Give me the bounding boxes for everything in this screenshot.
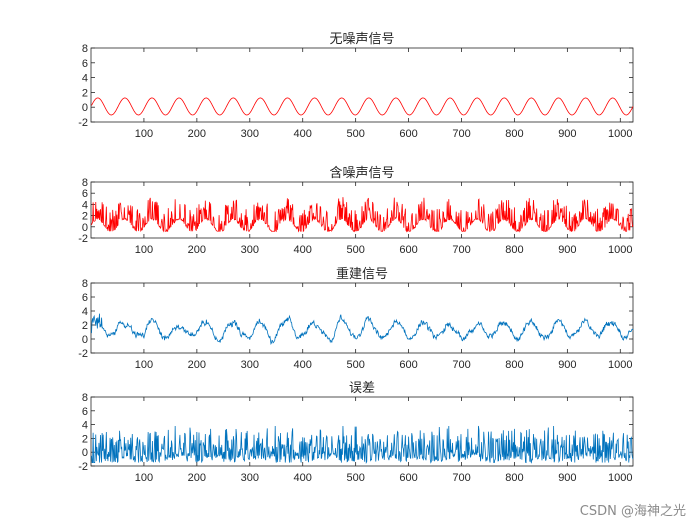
x-tick-label: 400 xyxy=(294,244,312,256)
x-tick-label: 200 xyxy=(188,472,206,484)
x-tick-label: 600 xyxy=(399,128,417,140)
subplot-title: 重建信号 xyxy=(336,266,388,282)
x-tick-label: 300 xyxy=(241,359,259,371)
x-tick-label: 900 xyxy=(558,244,576,256)
x-tick-label: 100 xyxy=(135,359,153,371)
x-tick-label: 700 xyxy=(452,359,470,371)
x-tick-label: 200 xyxy=(188,128,206,140)
y-tick-label: 0 xyxy=(82,222,88,234)
subplot-title: 无噪声信号 xyxy=(329,32,394,47)
y-tick-label: 2 xyxy=(82,87,88,99)
x-tick-label: 800 xyxy=(505,472,523,484)
series-line-noisy xyxy=(91,197,634,233)
axes-box xyxy=(90,396,634,467)
x-tick-label: 800 xyxy=(505,359,523,371)
y-tick-label: 2 xyxy=(82,320,88,332)
x-tick-label: 700 xyxy=(452,128,470,140)
y-tick-label: 2 xyxy=(82,211,88,223)
subplot-1: 无噪声信号 -2 0 2 4 6 8 100 200 300 400 500 600 700 800 900 1… xyxy=(78,32,634,140)
x-tick-label: 1000 xyxy=(608,359,632,371)
y-tick-label: 0 xyxy=(82,334,88,346)
x-tick-label: 500 xyxy=(346,244,364,256)
x-tick-label: 1000 xyxy=(608,244,632,256)
x-tick-label: 800 xyxy=(505,128,523,140)
subplot-title: 含噪声信号 xyxy=(329,165,394,181)
x-tick-label: 100 xyxy=(135,128,153,140)
x-tick-label: 300 xyxy=(241,128,259,140)
x-tick-label: 300 xyxy=(241,244,259,256)
axes-box xyxy=(90,47,634,123)
x-tick-label: 200 xyxy=(188,359,206,371)
y-tick-label: 8 xyxy=(82,278,88,290)
x-tick-label: 100 xyxy=(135,244,153,256)
x-tick-label: 400 xyxy=(294,472,312,484)
x-tick-label: 900 xyxy=(558,128,576,140)
y-tick-label: -2 xyxy=(78,233,88,245)
x-tick-label: 900 xyxy=(558,472,576,484)
y-tick-label: 6 xyxy=(82,188,88,200)
y-tick-label: 6 xyxy=(82,406,88,418)
series-line-clean xyxy=(91,97,634,116)
y-tick-label: 4 xyxy=(82,73,88,85)
series-line-reconstructed xyxy=(91,313,634,346)
y-tick-label: -2 xyxy=(78,348,88,360)
x-tick-label: 100 xyxy=(135,472,153,484)
y-tick-label: -2 xyxy=(78,461,88,473)
series-line-error xyxy=(91,425,634,464)
axes-box xyxy=(90,181,634,239)
y-tick-label: 4 xyxy=(82,306,88,318)
x-tick-label: 500 xyxy=(346,128,364,140)
y-tick-label: 0 xyxy=(82,447,88,459)
y-tick-label: 4 xyxy=(82,420,88,432)
x-tick-label: 500 xyxy=(346,472,364,484)
subplot-4: 误差 -2 0 24 6 8 100 200 300 400 500 600 700 800 900 1000 xyxy=(78,381,634,484)
x-tick-label: 800 xyxy=(505,244,523,256)
y-tick-label: -2 xyxy=(78,117,88,129)
axes-box xyxy=(90,282,634,354)
y-tick-label: 8 xyxy=(82,43,88,55)
y-tick-label: 6 xyxy=(82,58,88,70)
x-tick-label: 600 xyxy=(399,359,417,371)
y-tick-label: 2 xyxy=(82,433,88,445)
x-tick-label: 1000 xyxy=(608,472,632,484)
x-tick-label: 900 xyxy=(558,359,576,371)
watermark: CSDN @海神之光 xyxy=(579,504,686,519)
x-tick-label: 600 xyxy=(399,244,417,256)
x-tick-label: 700 xyxy=(452,244,470,256)
y-tick-label: 4 xyxy=(82,199,88,211)
subplot-title: 误差 xyxy=(349,381,375,396)
y-tick-label: 8 xyxy=(82,177,88,189)
subplot-3: 重建信号 -2 0 2 4 6 8 100 200 300 400 500 600 700 800 900 10… xyxy=(78,266,634,371)
y-tick-label: 8 xyxy=(82,392,88,404)
x-tick-label: 700 xyxy=(452,472,470,484)
x-tick-label: 1000 xyxy=(608,128,632,140)
x-tick-label: 500 xyxy=(346,359,364,371)
x-tick-label: 400 xyxy=(294,359,312,371)
x-tick-label: 300 xyxy=(241,472,259,484)
x-tick-label: 400 xyxy=(294,128,312,140)
x-tick-label: 200 xyxy=(188,244,206,256)
y-tick-label: 0 xyxy=(82,102,88,114)
x-tick-label: 600 xyxy=(399,472,417,484)
y-tick-label: 6 xyxy=(82,292,88,304)
